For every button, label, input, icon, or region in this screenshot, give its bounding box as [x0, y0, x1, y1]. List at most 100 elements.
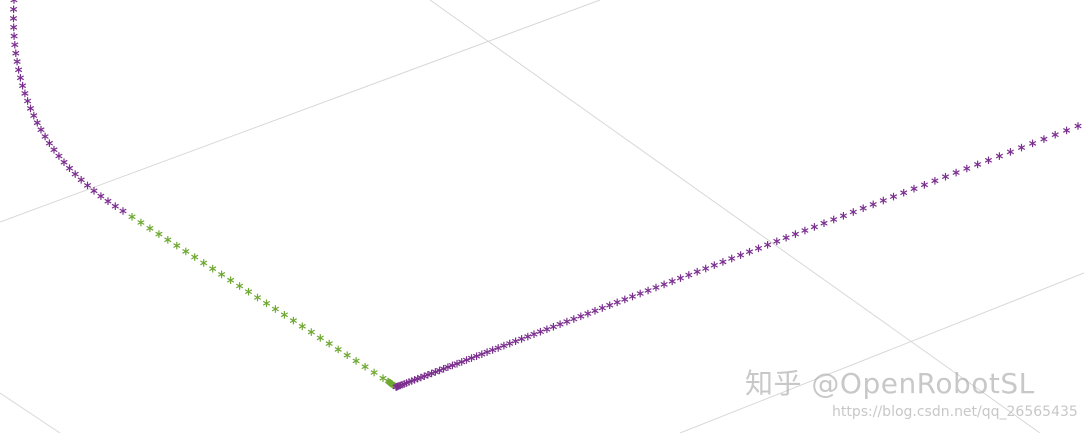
trajectory-point: [34, 119, 41, 127]
trajectory-point: [711, 261, 718, 269]
trajectory-point: [518, 335, 525, 343]
trajectory-point: [46, 139, 53, 147]
trajectory-point: [165, 236, 172, 244]
trajectory-point: [129, 213, 136, 221]
trajectory-point: [661, 281, 668, 289]
trajectory-point: [985, 157, 992, 165]
trajectory-point: [191, 253, 198, 261]
trajectory-point: [335, 346, 342, 354]
trajectory-point: [236, 282, 243, 290]
trajectory-point: [183, 248, 190, 256]
trajectory-point: [792, 230, 799, 238]
trajectory-point: [380, 374, 387, 382]
trajectory-point: [512, 337, 519, 345]
trajectory-point: [263, 300, 270, 308]
trajectory-point: [308, 328, 315, 336]
trajectory-point: [1052, 131, 1059, 139]
trajectory-point: [637, 290, 644, 298]
trajectory-point: [227, 276, 234, 284]
trajectory-point: [501, 342, 508, 350]
trajectory-point: [702, 265, 709, 273]
trajectory-point: [585, 310, 592, 318]
trajectory-point: [19, 82, 26, 90]
trajectory-point: [764, 241, 771, 249]
trajectory-point: [622, 296, 629, 304]
trajectory-point: [495, 344, 502, 352]
trajectory-point: [120, 207, 127, 215]
trajectory-point: [506, 340, 513, 348]
trajectory-point: [174, 242, 181, 250]
trajectory-point: [112, 202, 119, 210]
trajectory-point: [1007, 148, 1014, 156]
trajectory-point: [830, 216, 837, 224]
trajectory-point: [15, 66, 22, 74]
trajectory-point: [900, 189, 907, 197]
trajectory-point: [371, 369, 378, 377]
trajectory-point: [11, 0, 18, 4]
trajectory-point: [860, 204, 867, 212]
trajectory-point: [200, 259, 207, 267]
trajectory-point: [1018, 144, 1025, 152]
trajectory-point: [10, 24, 17, 32]
trajectory-point: [138, 219, 145, 227]
trajectory-point: [78, 176, 85, 184]
trajectory-point: [932, 177, 939, 185]
trajectory-point: [629, 293, 636, 301]
trajectory-point: [66, 164, 73, 172]
trajectory-point: [281, 311, 288, 319]
trajectory-point: [218, 271, 225, 279]
trajectory-point: [669, 278, 676, 286]
trajectory-point: [1041, 135, 1048, 143]
trajectory-point: [1075, 122, 1082, 130]
trajectory-point: [537, 328, 544, 336]
trajectory-point: [686, 271, 693, 279]
trajectory-point: [525, 333, 532, 341]
trajectory-point: [290, 317, 297, 325]
grid-line: [0, 0, 600, 222]
trajectory-point: [272, 305, 279, 313]
trajectory-point: [1063, 127, 1070, 135]
trajectory-point: [614, 299, 621, 307]
trajectory-point: [61, 158, 68, 166]
trajectory-point: [694, 268, 701, 276]
trajectory-point: [645, 287, 652, 295]
trajectory-point: [31, 112, 38, 120]
trajectory-point: [737, 251, 744, 259]
trajectory-point: [840, 212, 847, 220]
zhihu-watermark: 知乎 @OpenRobotSL: [745, 362, 1035, 402]
trajectory-markers: [10, 0, 1081, 391]
trajectory-point: [317, 334, 324, 342]
trajectory-point: [56, 152, 63, 160]
trajectory-point: [27, 105, 34, 113]
trajectory-point: [953, 169, 960, 177]
trajectory-point: [564, 318, 571, 326]
grid-line: [0, 393, 60, 433]
trajectory-point: [14, 58, 21, 66]
trajectory-point: [755, 245, 762, 253]
trajectory-point: [550, 323, 557, 331]
trajectory-point: [802, 227, 809, 235]
trajectory-point: [606, 301, 613, 309]
trajectory-point: [850, 208, 857, 216]
trajectory-point: [17, 74, 24, 82]
trajectory-point: [870, 201, 877, 209]
csdn-watermark-url: https://blog.csdn.net/qq_26565435: [832, 404, 1078, 420]
trajectory-point: [10, 6, 17, 14]
trajectory-point: [10, 15, 17, 23]
trajectory-point: [156, 230, 163, 238]
trajectory-point: [353, 357, 360, 365]
trajectory-point: [362, 363, 369, 371]
trajectory-point: [12, 41, 19, 49]
trajectory-point: [245, 288, 252, 296]
trajectory-point: [728, 255, 735, 263]
trajectory-point: [299, 323, 306, 331]
trajectory-point: [880, 197, 887, 205]
trajectory-point: [42, 133, 49, 141]
trajectory-point: [811, 223, 818, 231]
trajectory-point: [1029, 140, 1036, 148]
trajectory-point: [592, 307, 599, 315]
trajectory-point: [11, 32, 18, 40]
trajectory-point: [557, 320, 564, 328]
trajectory-point: [720, 258, 727, 266]
trajectory-point: [571, 315, 578, 323]
